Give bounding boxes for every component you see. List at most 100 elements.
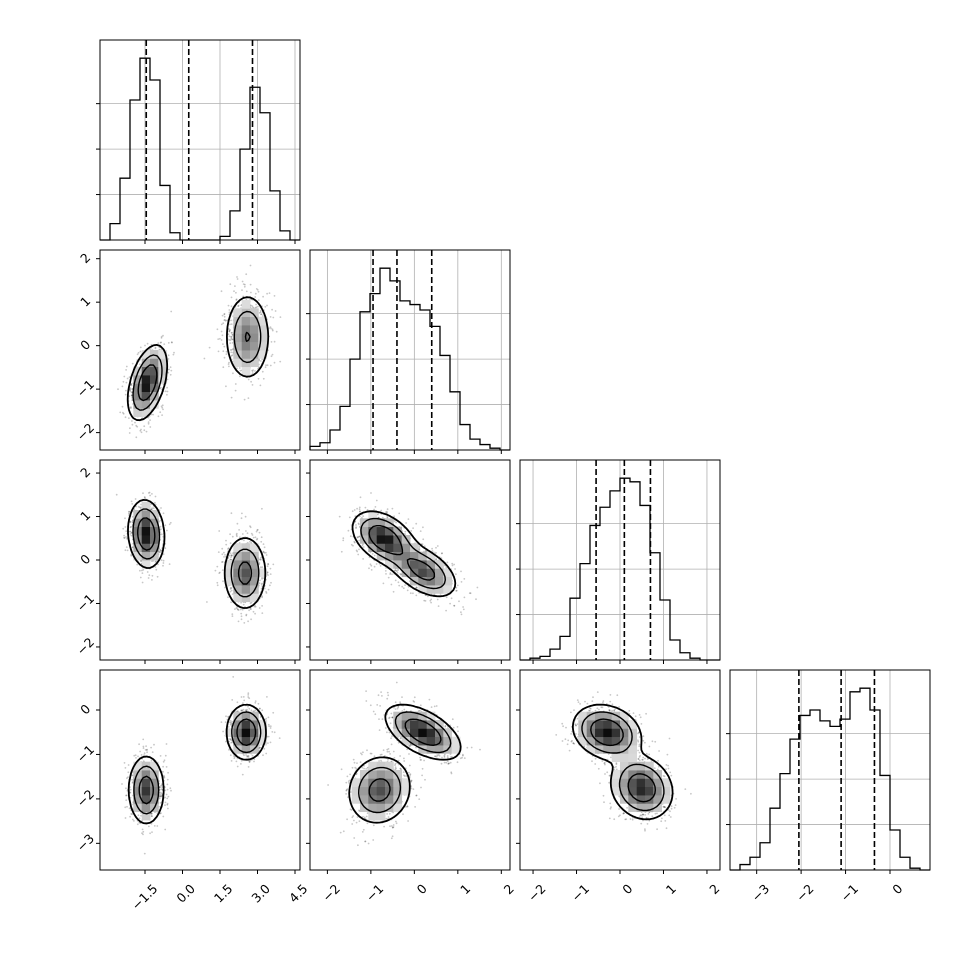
sample-point [203, 357, 206, 360]
sample-point [230, 512, 233, 515]
sample-point [340, 550, 343, 553]
sample-point [271, 328, 274, 331]
sample-point [388, 717, 390, 720]
sample-point [470, 746, 473, 749]
sample-point [270, 341, 273, 343]
density-cell [258, 325, 268, 334]
sample-point [258, 746, 261, 749]
sample-point [589, 707, 591, 709]
sample-point [642, 735, 645, 738]
sample-point [146, 751, 149, 754]
sample-point [246, 755, 249, 758]
sample-point [242, 283, 245, 285]
sample-point [359, 510, 361, 513]
sample-point [390, 583, 393, 586]
sample-point [378, 729, 381, 731]
sample-point [160, 795, 163, 798]
sample-point [242, 696, 245, 698]
sample-point [162, 770, 165, 773]
sample-point [153, 743, 155, 746]
density-cell [385, 526, 394, 536]
sample-point [244, 709, 247, 711]
sample-point [144, 344, 146, 347]
sample-point [258, 531, 261, 534]
density-cell [150, 358, 159, 368]
density-cell [258, 350, 268, 359]
sample-point [404, 530, 407, 533]
density-cell [628, 770, 638, 779]
sample-point [394, 764, 396, 766]
sample-point [347, 529, 350, 532]
sample-point [370, 752, 373, 755]
sample-point [663, 775, 666, 778]
sample-point [386, 508, 389, 511]
sample-point [154, 346, 157, 349]
sample-point [670, 807, 673, 810]
sample-point [570, 740, 573, 743]
sample-point [357, 522, 360, 525]
density-cell [636, 778, 646, 788]
sample-point [443, 754, 446, 757]
x-tick-label: 2 [706, 881, 722, 897]
sample-point [391, 573, 393, 576]
sample-point [641, 758, 644, 761]
sample-point [250, 618, 253, 621]
sample-point [460, 611, 462, 614]
sample-point [387, 816, 390, 818]
sample-point [561, 740, 564, 742]
sample-point [271, 329, 274, 332]
density-cell [376, 543, 386, 553]
sample-point [338, 515, 341, 518]
sample-point [248, 761, 251, 763]
sample-point [351, 766, 354, 769]
sample-point [419, 759, 422, 761]
sample-point [414, 806, 416, 808]
sample-point [258, 607, 261, 609]
sample-point [124, 817, 127, 819]
sample-point [645, 752, 648, 755]
sample-point [259, 566, 262, 569]
sample-point [428, 698, 431, 701]
density-cell [141, 391, 151, 401]
sample-point [355, 524, 357, 526]
sample-point [140, 503, 143, 506]
sample-point [386, 731, 388, 734]
sample-point [567, 739, 570, 742]
density-cell [393, 526, 403, 536]
sample-point [234, 389, 237, 392]
sample-point [356, 507, 358, 510]
sample-point [154, 347, 157, 350]
sample-point [144, 496, 146, 499]
sample-point [462, 608, 465, 611]
sample-point [244, 515, 247, 518]
sample-point [598, 708, 600, 711]
sample-point [576, 699, 579, 701]
sample-point [358, 820, 361, 823]
sample-point [361, 831, 364, 833]
sample-point [359, 496, 362, 499]
sample-point [386, 516, 389, 518]
sample-point [574, 724, 577, 727]
sample-point [158, 346, 161, 349]
density-cell [241, 350, 251, 359]
sample-point [441, 552, 443, 555]
sample-point [129, 407, 132, 409]
density-cell [645, 778, 654, 788]
sample-point [418, 798, 421, 800]
sample-point [384, 570, 387, 572]
density-cell [141, 770, 151, 779]
sample-point [395, 767, 397, 770]
sample-point [151, 751, 154, 753]
sample-point [408, 764, 411, 767]
sample-point [220, 339, 223, 341]
sample-point [430, 598, 433, 601]
sample-point [254, 292, 257, 295]
sample-point [348, 782, 350, 784]
sample-point [124, 806, 127, 809]
sample-point [166, 802, 169, 805]
sample-point [446, 561, 449, 564]
sample-point [160, 559, 163, 562]
sample-point [229, 723, 232, 726]
sample-point [352, 758, 355, 761]
sample-point [142, 738, 145, 741]
